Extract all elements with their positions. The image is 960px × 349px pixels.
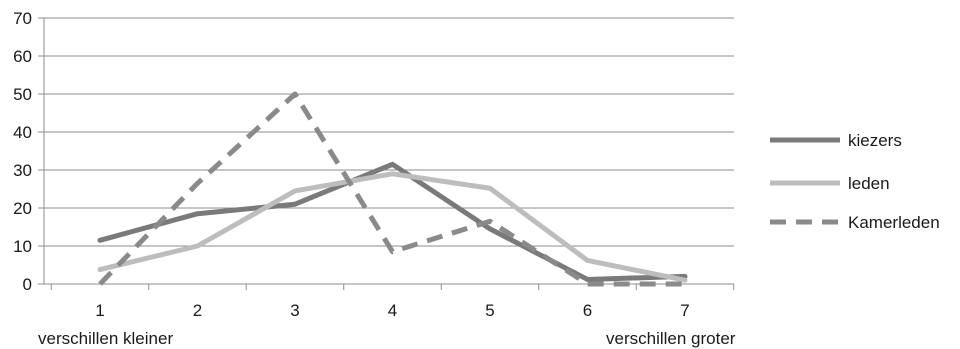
y-tick-label: 70 xyxy=(13,9,32,28)
x-tick-label-5: 5 xyxy=(485,301,494,320)
x-tick-label-4: 4 xyxy=(388,301,397,320)
y-tick-label: 10 xyxy=(13,237,32,256)
gridlines xyxy=(38,17,735,290)
legend: kiezers leden Kamerleden xyxy=(770,131,940,232)
series-lines xyxy=(97,91,688,287)
x-axis-left-end-label: verschillen kleiner xyxy=(38,329,173,348)
x-axis-tick-labels: 1 2 3 4 5 6 7 xyxy=(95,301,689,320)
y-tick-label: 60 xyxy=(13,47,32,66)
x-tick-label-1: 1 xyxy=(95,301,104,320)
legend-label-kiezers: kiezers xyxy=(848,131,902,150)
y-tick-label: 30 xyxy=(13,161,32,180)
y-axis-tick-labels: 0 10 20 30 40 50 60 70 xyxy=(13,9,32,294)
y-tick-label: 50 xyxy=(13,85,32,104)
series-line-kiezers xyxy=(97,161,688,282)
series-line-kamerleden xyxy=(98,91,685,287)
x-axis-right-end-label: verschillen groter xyxy=(606,329,736,348)
x-tick-label-2: 2 xyxy=(193,301,202,320)
y-tick-label: 40 xyxy=(13,123,32,142)
y-tick-label: 0 xyxy=(23,275,32,294)
series-line-leden xyxy=(97,171,688,283)
x-tick-label-6: 6 xyxy=(583,301,592,320)
legend-label-kamerleden: Kamerleden xyxy=(848,213,940,232)
y-tick-label: 20 xyxy=(13,199,32,218)
x-tick-label-3: 3 xyxy=(290,301,299,320)
x-tick-label-7: 7 xyxy=(680,301,689,320)
legend-label-leden: leden xyxy=(848,174,890,193)
